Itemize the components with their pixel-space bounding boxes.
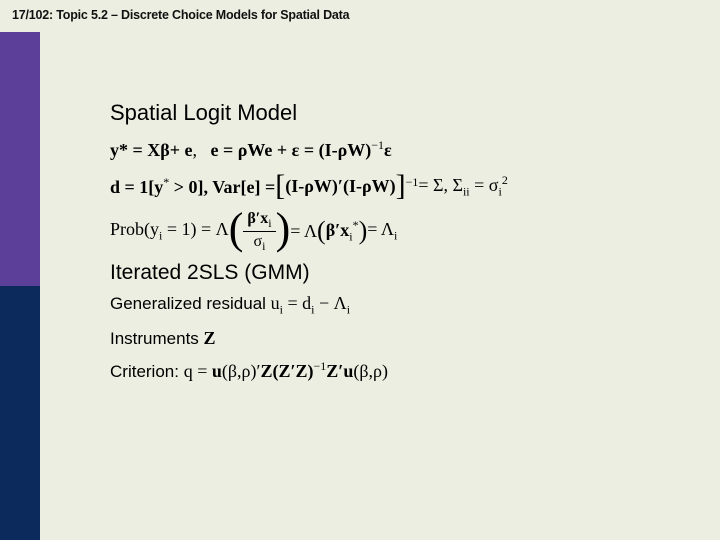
section-2sls: Iterated 2SLS (GMM) bbox=[110, 261, 670, 285]
slide-content: Spatial Logit Model y* = Xβ+ e, e = ρWe … bbox=[110, 100, 670, 392]
equation-5: Instruments Z bbox=[110, 328, 670, 349]
slide-header: 17/102: Topic 5.2 – Discrete Choice Mode… bbox=[12, 8, 349, 22]
sidebar-purple bbox=[0, 32, 40, 286]
sidebar-navy bbox=[0, 286, 40, 540]
equation-6: Criterion: q = u(β,ρ)′Z(Z′Z)−1Z′u(β,ρ) bbox=[110, 359, 670, 382]
model-title: Spatial Logit Model bbox=[110, 100, 670, 126]
equation-2: d = 1[y* > 0], Var[e] = [ (I-ρW)′(I-ρW) … bbox=[110, 171, 670, 201]
equation-4: Generalized residual ui = di − Λi bbox=[110, 293, 670, 318]
equation-1: y* = Xβ+ e, e = ρWe + ε = (I-ρW)−1ε bbox=[110, 138, 670, 161]
sidebar-accent bbox=[0, 32, 40, 540]
equation-3: Prob(yi = 1) = Λ ( β′xi σi ) = Λ ( β′xi*… bbox=[110, 209, 670, 253]
